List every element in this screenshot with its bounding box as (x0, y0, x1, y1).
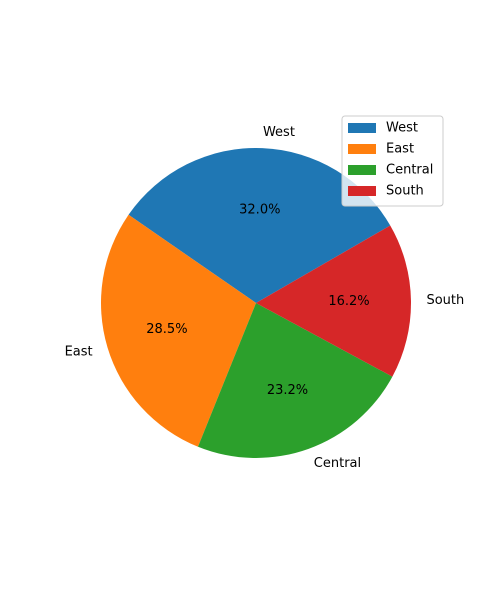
slice-label-west: West (263, 125, 295, 140)
slice-label-south: South (426, 293, 464, 308)
legend-label-east: East (386, 142, 414, 157)
legend: West East Central South (341, 115, 444, 207)
pie-slice-west (128, 148, 391, 303)
percent-labels: 32.0% 28.5% 23.2% 16.2% (146, 203, 369, 398)
legend-swatch-central (348, 165, 376, 175)
legend-swatch-east (348, 144, 376, 154)
percent-label-west: 32.0% (239, 203, 280, 218)
legend-frame (341, 115, 444, 207)
legend-swatch-south (348, 186, 376, 196)
percent-label-central: 23.2% (267, 383, 308, 398)
percent-label-south: 16.2% (328, 294, 369, 309)
pie-slice-central (197, 303, 393, 458)
legend-label-central: Central (386, 163, 433, 178)
legend-swatch-west (348, 123, 376, 133)
pie-slice-east (100, 214, 257, 447)
slice-label-east: East (65, 344, 93, 359)
legend-label-south: South (386, 184, 424, 199)
slice-label-central: Central (314, 456, 361, 471)
category-labels: West East Central South (65, 125, 465, 471)
legend-label-west: West (386, 121, 418, 136)
pie-slices (100, 148, 411, 458)
pie-slice-south (256, 225, 411, 377)
percent-label-east: 28.5% (146, 322, 187, 337)
